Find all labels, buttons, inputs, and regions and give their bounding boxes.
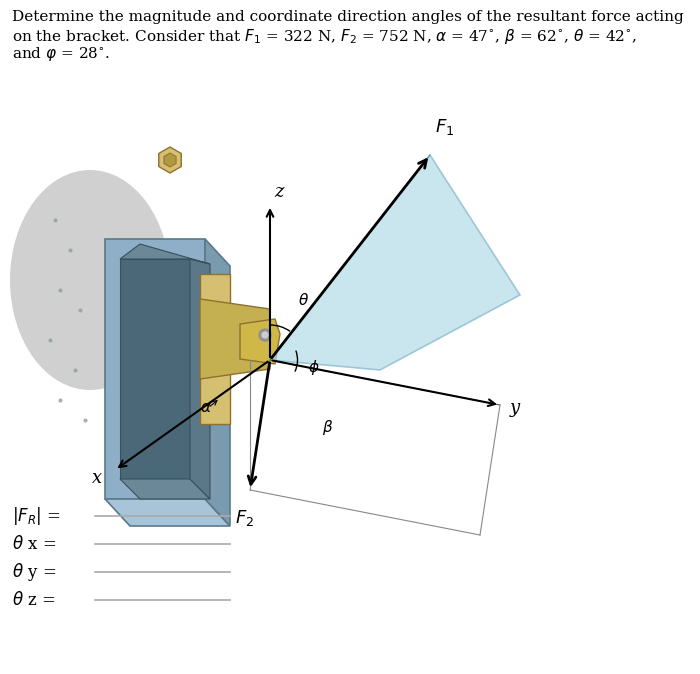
Text: $\phi$: $\phi$ bbox=[308, 358, 320, 377]
Text: $\alpha$: $\alpha$ bbox=[200, 401, 212, 415]
Polygon shape bbox=[270, 155, 520, 370]
Polygon shape bbox=[120, 244, 210, 264]
Circle shape bbox=[259, 329, 271, 341]
Polygon shape bbox=[120, 479, 210, 499]
Polygon shape bbox=[164, 153, 176, 167]
Text: on the bracket. Consider that $F_1$ = 322 N, $F_2$ = 752 N, $\alpha$ = 47$^{\cir: on the bracket. Consider that $F_1$ = 32… bbox=[12, 27, 637, 46]
Text: Determine the magnitude and coordinate direction angles of the resultant force a: Determine the magnitude and coordinate d… bbox=[12, 10, 684, 24]
Polygon shape bbox=[205, 239, 230, 526]
Text: $|F_R|$ =: $|F_R|$ = bbox=[12, 505, 61, 527]
Text: $\theta$ x =: $\theta$ x = bbox=[12, 535, 56, 553]
Text: $\theta$ y =: $\theta$ y = bbox=[12, 561, 56, 583]
Text: and $\varphi$ = 28$^{\circ}$.: and $\varphi$ = 28$^{\circ}$. bbox=[12, 46, 110, 65]
Polygon shape bbox=[190, 259, 210, 499]
Polygon shape bbox=[200, 299, 270, 379]
Text: y: y bbox=[510, 399, 520, 417]
Text: $\beta$: $\beta$ bbox=[322, 418, 333, 437]
Polygon shape bbox=[105, 499, 230, 526]
Text: z: z bbox=[274, 183, 284, 201]
Text: x: x bbox=[92, 469, 102, 487]
Text: $\theta$: $\theta$ bbox=[298, 292, 309, 308]
Text: $F_1$: $F_1$ bbox=[435, 117, 454, 137]
Text: $F_2$: $F_2$ bbox=[235, 508, 255, 528]
Circle shape bbox=[262, 332, 268, 338]
Ellipse shape bbox=[10, 170, 170, 390]
Polygon shape bbox=[105, 239, 205, 499]
Polygon shape bbox=[200, 274, 230, 424]
Polygon shape bbox=[240, 319, 280, 364]
Polygon shape bbox=[159, 147, 181, 173]
Text: $\theta$ z =: $\theta$ z = bbox=[12, 591, 55, 609]
Polygon shape bbox=[120, 259, 190, 479]
